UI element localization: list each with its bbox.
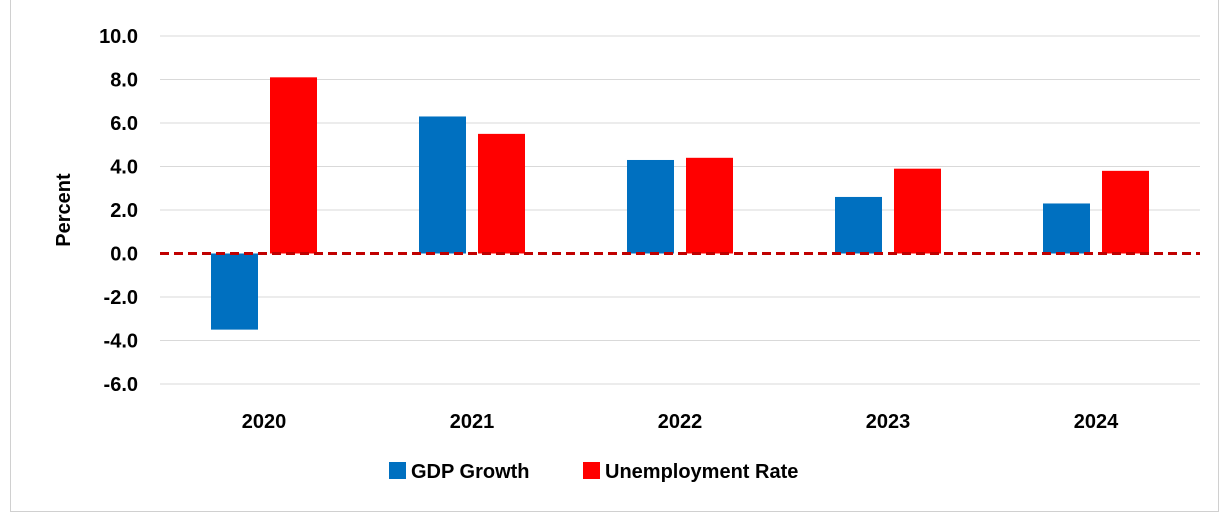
bar-unemployment-rate-2020 <box>270 77 317 254</box>
y-tick-label: 10.0 <box>99 26 138 48</box>
bar-unemployment-rate-2022 <box>686 157 733 254</box>
x-axis-ticks: 2020 2021 2022 2023 2024 <box>242 411 1119 433</box>
y-tick-label: -4.0 <box>104 331 138 353</box>
bar-gdp-growth-2023 <box>835 196 882 254</box>
y-tick-label: 6.0 <box>110 113 138 135</box>
y-tick-label: 8.0 <box>110 70 138 92</box>
bar-unemployment-rate-2024 <box>1102 170 1149 254</box>
y-tick-label: -2.0 <box>104 287 138 309</box>
bars <box>211 77 1149 330</box>
x-tick-label: 2020 <box>242 411 287 433</box>
legend-swatch <box>583 462 600 479</box>
legend-label: GDP Growth <box>411 461 530 483</box>
bar-gdp-growth-2021 <box>419 116 466 254</box>
legend: GDP Growth Unemployment Rate <box>389 461 798 483</box>
bar-unemployment-rate-2023 <box>894 168 941 254</box>
legend-label: Unemployment Rate <box>605 461 798 483</box>
y-axis-label: Percent <box>53 173 75 247</box>
y-tick-label: -6.0 <box>104 374 138 396</box>
x-tick-label: 2023 <box>866 411 911 433</box>
bar-gdp-growth-2022 <box>627 159 674 254</box>
gridlines <box>160 35 1200 385</box>
y-axis-ticks: 10.0 8.0 6.0 4.0 2.0 0.0 -2.0 -4.0 -6.0 <box>99 26 138 396</box>
bar-unemployment-rate-2021 <box>478 133 525 254</box>
y-tick-label: 2.0 <box>110 200 138 222</box>
legend-swatch <box>389 462 406 479</box>
bar-gdp-growth-2020 <box>211 253 258 330</box>
x-tick-label: 2024 <box>1074 411 1119 433</box>
bar-gdp-growth-2024 <box>1043 203 1090 254</box>
y-tick-label: 4.0 <box>110 157 138 179</box>
x-tick-label: 2021 <box>450 411 495 433</box>
y-tick-label: 0.0 <box>110 244 138 266</box>
chart-frame <box>10 0 1219 512</box>
x-tick-label: 2022 <box>658 411 703 433</box>
